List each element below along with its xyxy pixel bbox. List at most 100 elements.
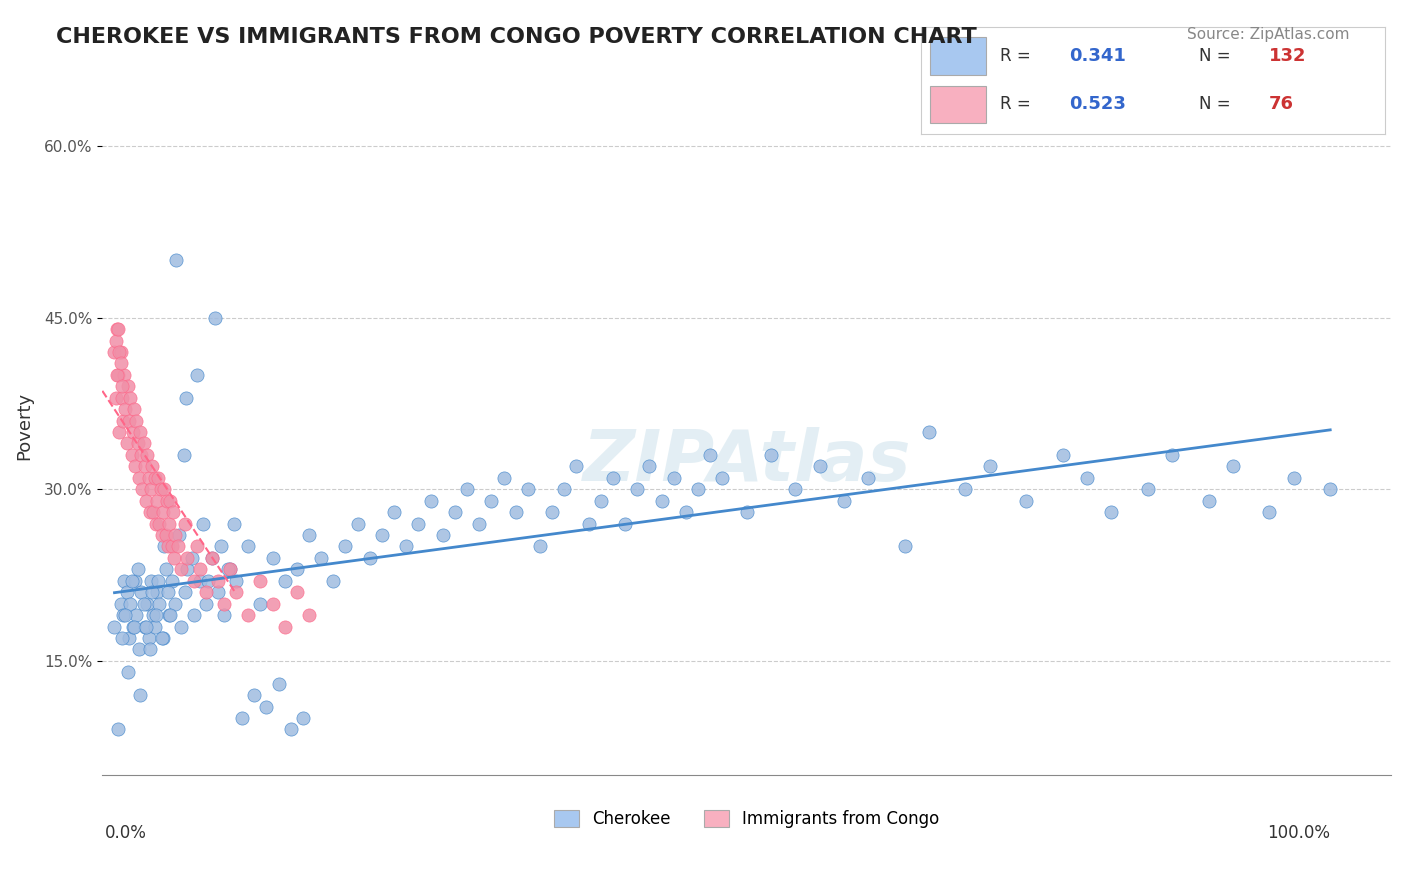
Point <box>136 448 159 462</box>
Point <box>104 391 127 405</box>
Point <box>335 540 357 554</box>
Point <box>217 562 239 576</box>
Point <box>117 665 139 680</box>
Point <box>183 574 205 588</box>
Point <box>118 414 141 428</box>
Point <box>156 540 179 554</box>
Point <box>174 516 197 531</box>
Point <box>529 540 551 554</box>
Point <box>104 334 127 348</box>
Point <box>153 540 176 554</box>
Point <box>675 505 697 519</box>
Point <box>759 448 782 462</box>
Point <box>143 619 166 633</box>
Point <box>711 471 734 485</box>
Point <box>589 493 612 508</box>
Point <box>662 471 685 485</box>
Point <box>186 368 208 382</box>
Point <box>173 448 195 462</box>
Point <box>157 608 180 623</box>
Point <box>298 528 321 542</box>
Point <box>141 585 163 599</box>
Point <box>955 482 977 496</box>
Point <box>468 516 491 531</box>
Point <box>1076 471 1098 485</box>
Point <box>176 562 198 576</box>
Point <box>163 550 186 565</box>
Point <box>492 471 515 485</box>
Point <box>273 574 295 588</box>
Point <box>117 379 139 393</box>
Point <box>238 608 260 623</box>
Text: R =: R = <box>1000 47 1036 65</box>
Point <box>516 482 538 496</box>
Point <box>204 310 226 325</box>
Point <box>262 597 284 611</box>
Point <box>1052 448 1074 462</box>
Point <box>160 540 183 554</box>
Point <box>346 516 368 531</box>
Point <box>122 402 145 417</box>
Point <box>174 585 197 599</box>
Point <box>148 471 170 485</box>
Point <box>382 505 405 519</box>
Point <box>1222 459 1244 474</box>
Point <box>249 574 271 588</box>
Point <box>107 723 129 737</box>
FancyBboxPatch shape <box>931 86 986 123</box>
Point <box>152 505 174 519</box>
Point <box>145 608 167 623</box>
Point <box>120 391 142 405</box>
FancyBboxPatch shape <box>931 37 986 75</box>
Point <box>125 414 148 428</box>
Point <box>145 516 167 531</box>
Point <box>176 550 198 565</box>
Point <box>138 631 160 645</box>
Point <box>129 448 152 462</box>
Point <box>129 688 152 702</box>
Point <box>273 619 295 633</box>
Point <box>188 562 211 576</box>
Point <box>280 723 302 737</box>
Point <box>309 550 332 565</box>
Point <box>148 574 170 588</box>
Point <box>1136 482 1159 496</box>
Point <box>219 562 242 576</box>
Point <box>285 585 308 599</box>
Text: 100.0%: 100.0% <box>1267 824 1330 842</box>
Point <box>107 368 129 382</box>
Point <box>686 482 709 496</box>
Text: CHEROKEE VS IMMIGRANTS FROM CONGO POVERTY CORRELATION CHART: CHEROKEE VS IMMIGRANTS FROM CONGO POVERT… <box>56 27 977 46</box>
Point <box>141 459 163 474</box>
Point <box>359 550 381 565</box>
Point <box>124 574 146 588</box>
Point <box>156 493 179 508</box>
Point <box>614 516 637 531</box>
Text: 132: 132 <box>1268 47 1306 65</box>
Point <box>150 631 173 645</box>
Point <box>979 459 1001 474</box>
Point <box>121 619 143 633</box>
Point <box>160 574 183 588</box>
Point <box>541 505 564 519</box>
Y-axis label: Poverty: Poverty <box>15 392 32 460</box>
Point <box>108 425 131 439</box>
Point <box>432 528 454 542</box>
Point <box>155 562 177 576</box>
Point <box>505 505 527 519</box>
Point <box>194 597 217 611</box>
Point <box>159 608 181 623</box>
Point <box>112 574 135 588</box>
Point <box>105 368 128 382</box>
Point <box>212 608 235 623</box>
Point <box>114 402 136 417</box>
Point <box>132 597 155 611</box>
Point <box>256 699 278 714</box>
Text: 0.523: 0.523 <box>1070 95 1126 113</box>
Point <box>1015 493 1038 508</box>
Point <box>153 482 176 496</box>
Point <box>479 493 502 508</box>
Point <box>1282 471 1305 485</box>
Point <box>122 619 145 633</box>
Point <box>262 550 284 565</box>
